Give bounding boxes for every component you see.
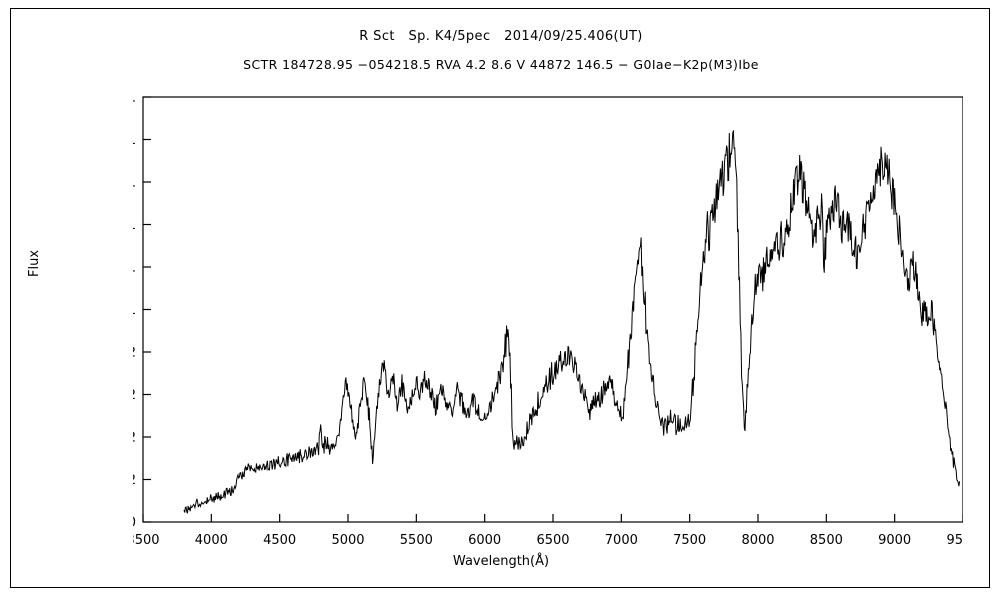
y-tick-label: 0.0E+00 xyxy=(133,516,136,531)
plot-area: 0.0E+00 2.0E-12 4.0E-12 6.0E-12 8.0E-12 1.0E-… xyxy=(133,81,963,548)
y-tick-label: 8.0E-12 xyxy=(133,346,136,361)
chart-window: R Sct Sp. K4/5pec 2014/09/25.406(UT) SCT… xyxy=(10,8,990,588)
spectrum-trace xyxy=(183,130,961,514)
x-axis-ticks: 3500 4000 4500 5000 5500 6000 6500 7000 7500 8000… xyxy=(133,514,963,548)
y-axis-ticks: 0.0E+00 2.0E-12 4.0E-12 6.0E-12 8.0E-12 1.0E-… xyxy=(133,91,151,531)
x-tick-label: 9500 xyxy=(946,533,963,548)
axis-frame xyxy=(142,96,963,523)
chart-title-secondary: SCTR 184728.95 −054218.5 RVA 4.2 8.6 V 4… xyxy=(243,57,759,72)
y-tick-label: 6.0E-12 xyxy=(133,388,136,403)
y-tick-label: 2.0E-11 xyxy=(133,91,136,106)
y-tick-label: 2.0E-12 xyxy=(133,473,136,488)
x-tick-label: 5500 xyxy=(400,533,433,548)
spectrum-line xyxy=(183,130,961,514)
y-tick-label: 1.8E-11 xyxy=(133,133,136,148)
chart-title-primary: R Sct Sp. K4/5pec 2014/09/25.406(UT) xyxy=(359,29,643,44)
x-tick-label: 6000 xyxy=(468,533,501,548)
x-tick-label: 7000 xyxy=(605,533,638,548)
x-axis-label: Wavelength(Å) xyxy=(452,554,550,569)
y-tick-label: 1.0E-11 xyxy=(133,303,136,318)
x-tick-label: 3500 xyxy=(133,533,160,548)
x-tick-label: 8500 xyxy=(810,533,843,548)
x-tick-label: 7500 xyxy=(673,533,706,548)
x-tick-label: 5000 xyxy=(331,533,364,548)
x-tick-label: 4000 xyxy=(195,533,228,548)
y-tick-label: 1.2E-11 xyxy=(133,261,136,276)
y-tick-label: 1.4E-11 xyxy=(133,218,136,233)
y-axis-label: Flux xyxy=(27,249,42,277)
x-tick-label: 4500 xyxy=(263,533,296,548)
x-tick-label: 6500 xyxy=(536,533,569,548)
x-tick-label: 9000 xyxy=(878,533,911,548)
spectrum-plot: 0.0E+00 2.0E-12 4.0E-12 6.0E-12 8.0E-12 1.0E-… xyxy=(133,91,963,548)
y-tick-label: 1.6E-11 xyxy=(133,176,136,191)
x-tick-label: 8000 xyxy=(741,533,774,548)
y-tick-label: 4.0E-12 xyxy=(133,431,136,446)
